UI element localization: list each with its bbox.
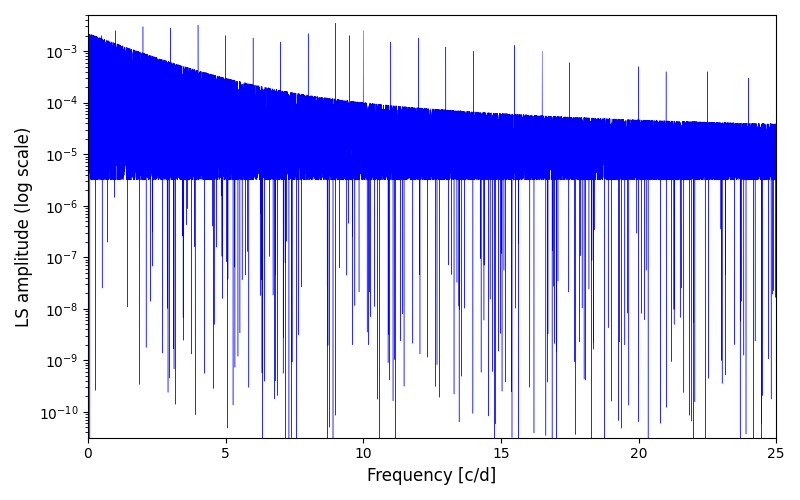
X-axis label: Frequency [c/d]: Frequency [c/d] [367,467,497,485]
Y-axis label: LS amplitude (log scale): LS amplitude (log scale) [15,126,33,326]
